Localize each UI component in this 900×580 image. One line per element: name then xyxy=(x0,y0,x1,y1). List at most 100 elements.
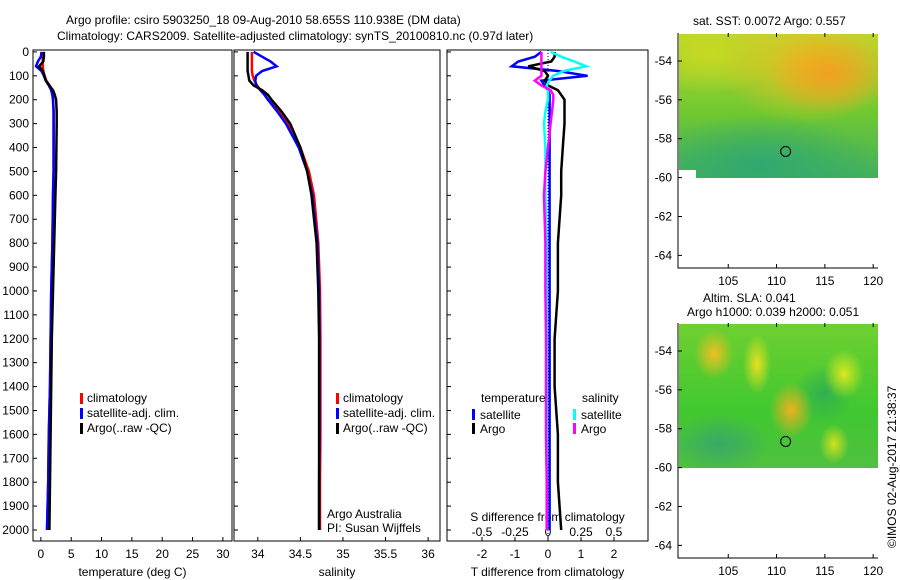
sla-map-subtitle: Argo h1000: 0.039 h2000: 0.051 xyxy=(687,305,860,319)
map-lon-label: 115 xyxy=(815,274,834,288)
map-lat-label: -56 xyxy=(655,383,673,397)
map-lat-label: -54 xyxy=(655,344,673,358)
map-axes xyxy=(677,323,878,559)
series-line-s-argo xyxy=(532,51,555,530)
map-lon-label: 110 xyxy=(767,564,786,578)
legend-swatch xyxy=(80,423,83,434)
legend-swatch xyxy=(80,408,83,419)
x-axis-label: temperature (deg C) xyxy=(78,565,186,579)
x-tick-label: -2 xyxy=(477,547,488,561)
s-tick-label: 0.5 xyxy=(606,525,623,539)
x-axis-label: T difference from climatology xyxy=(471,565,625,579)
legend-title: temperature xyxy=(481,391,546,405)
x-tick-label: 20 xyxy=(156,547,170,561)
series-line-t-argo xyxy=(527,51,566,531)
x-tick-label: 36 xyxy=(421,547,435,561)
s-tick-label: 0 xyxy=(545,525,552,539)
map-lat-label: -58 xyxy=(655,422,673,436)
depth-tick-label: 1600 xyxy=(2,427,29,441)
x-tick-label: 35.5 xyxy=(374,547,398,561)
depth-tick-label: 200 xyxy=(9,93,29,107)
legend-swatch xyxy=(80,393,83,404)
legend-swatch xyxy=(573,423,576,434)
x-tick-label: 2 xyxy=(611,547,618,561)
s-tick-label: 0.25 xyxy=(569,525,593,539)
map-lon-label: 110 xyxy=(767,274,786,288)
legend-swatch xyxy=(472,409,475,420)
legend-swatch xyxy=(336,423,339,434)
map-lat-label: -56 xyxy=(655,93,673,107)
depth-tick-label: 700 xyxy=(9,212,29,226)
depth-tick-label: 1500 xyxy=(2,403,29,417)
legend-label: satellite-adj. clim. xyxy=(87,406,179,420)
legend-label: Argo(..raw -QC) xyxy=(343,421,428,435)
legend-title: salinity xyxy=(582,391,619,405)
series-line-argo-raw-qc- xyxy=(246,51,321,530)
x-tick-label: 25 xyxy=(186,547,200,561)
x-axis-label: salinity xyxy=(319,565,356,579)
sst-map-image xyxy=(679,34,878,268)
legend-swatch xyxy=(336,408,339,419)
s-tick-label: -0.25 xyxy=(501,525,529,539)
legend-label: climatology xyxy=(87,391,147,405)
sst-map-title: sat. SST: 0.0072 Argo: 0.557 xyxy=(693,14,846,28)
legend-label: Argo(..raw -QC) xyxy=(87,421,172,435)
depth-tick-label: 1100 xyxy=(3,308,29,322)
s-tick-label: -0.5 xyxy=(472,525,493,539)
argo-location-marker xyxy=(780,145,792,157)
depth-tick-label: 100 xyxy=(9,69,29,83)
sla-map-image xyxy=(679,324,878,558)
series-line-satellite-adj-clim- xyxy=(252,50,321,530)
map-lon-label: 105 xyxy=(718,564,738,578)
map-lat-label: -60 xyxy=(655,171,673,185)
x-tick-label: -1 xyxy=(510,547,521,561)
annotation-text: PI: Susan Wijffels xyxy=(327,521,421,535)
depth-tick-label: 1900 xyxy=(2,499,29,513)
map-lat-label: -62 xyxy=(655,499,673,513)
x-tick-label: 1 xyxy=(578,547,585,561)
depth-tick-label: 2000 xyxy=(2,523,29,537)
depth-tick-label: 1800 xyxy=(2,475,29,489)
argo-location-marker xyxy=(780,435,792,447)
x-tick-label: 0 xyxy=(38,547,45,561)
series-line-argo-raw-qc- xyxy=(37,51,58,531)
depth-tick-label: 1300 xyxy=(2,356,29,370)
x-tick-label: 10 xyxy=(95,547,109,561)
legend-label: Argo xyxy=(480,422,506,436)
map-lon-label: 105 xyxy=(718,274,738,288)
map-lat-label: -54 xyxy=(655,54,673,68)
plot-frame-1 xyxy=(32,49,233,542)
x-tick-label: 5 xyxy=(68,547,75,561)
sla-map-title: Altim. SLA: 0.041 xyxy=(703,291,796,305)
map-lon-label: 120 xyxy=(863,564,883,578)
map-axes xyxy=(677,33,878,269)
map-lat-label: -58 xyxy=(655,132,673,146)
depth-tick-label: 800 xyxy=(9,236,29,250)
legend-swatch xyxy=(472,423,475,434)
title-line-2: Climatology: CARS2009. Satellite-adjuste… xyxy=(57,29,534,43)
map-lat-label: -64 xyxy=(655,248,673,262)
depth-tick-label: 1700 xyxy=(2,451,29,465)
map-lat-label: -62 xyxy=(655,209,673,223)
map-lat-label: -64 xyxy=(655,538,673,552)
x-tick-label: 35 xyxy=(336,547,350,561)
depth-tick-label: 600 xyxy=(9,188,29,202)
title-line-1: Argo profile: csiro 5903250_18 09-Aug-20… xyxy=(66,13,461,27)
depth-tick-label: 400 xyxy=(9,141,29,155)
plot-frame-2 xyxy=(233,49,441,542)
legend-label: satellite xyxy=(480,408,521,422)
legend-swatch xyxy=(336,393,339,404)
depth-tick-label: 1400 xyxy=(2,380,29,394)
depth-tick-label: 0 xyxy=(22,45,29,59)
legend-label: satellite-adj. clim. xyxy=(343,406,435,420)
depth-tick-label: 900 xyxy=(9,260,29,274)
x-tick-label: 34.5 xyxy=(289,547,313,561)
depth-tick-label: 1000 xyxy=(2,284,29,298)
x-tick-label: 15 xyxy=(125,547,139,561)
map-lon-label: 120 xyxy=(863,274,883,288)
legend-label: satellite xyxy=(581,408,622,422)
legend-label: Argo xyxy=(581,422,607,436)
x-tick-label: 0 xyxy=(545,547,552,561)
map-lat-label: -60 xyxy=(655,461,673,475)
